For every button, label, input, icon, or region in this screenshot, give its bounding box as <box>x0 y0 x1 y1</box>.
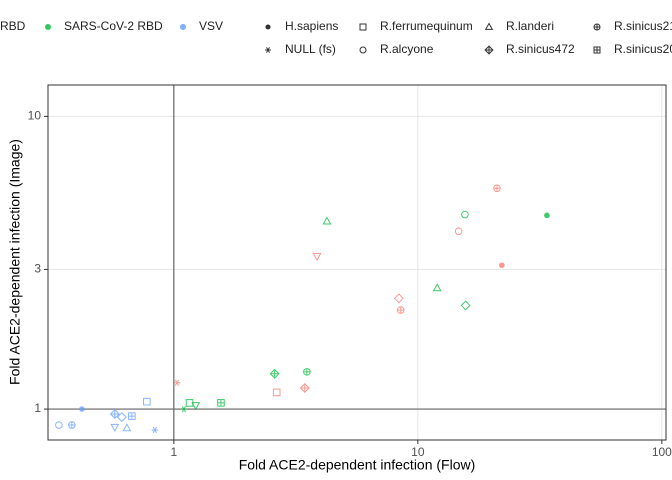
shape-part <box>269 368 280 379</box>
legend-shape <box>359 46 367 54</box>
shape-part <box>359 46 367 54</box>
point <box>312 253 322 261</box>
point <box>143 397 151 406</box>
shape-part <box>191 402 201 411</box>
plot-border <box>47 84 667 441</box>
x-tick-label: 10 <box>411 445 425 459</box>
shape-part <box>152 426 157 434</box>
point <box>122 423 132 432</box>
point <box>180 405 188 413</box>
legend-label: R.sinicus472 <box>506 42 575 56</box>
shape-part <box>460 300 471 311</box>
legend-swatch <box>45 24 51 30</box>
y-tick-label: 3 <box>34 262 41 276</box>
point <box>55 421 63 429</box>
shape-part <box>55 421 63 429</box>
y-tick-label: 1 <box>34 401 41 415</box>
legend-shape <box>265 24 271 30</box>
point <box>110 423 120 432</box>
point <box>499 262 505 269</box>
legend-shape <box>593 23 601 31</box>
point <box>79 406 85 412</box>
point <box>544 212 550 219</box>
point <box>116 412 127 423</box>
legend-label: RBD <box>0 19 26 33</box>
legend-label: SARS-CoV-2 RBD <box>64 19 163 33</box>
point <box>493 184 501 193</box>
legend-shape <box>359 23 367 31</box>
point <box>299 383 310 394</box>
shape-part <box>393 293 404 304</box>
point <box>151 426 159 434</box>
legend-label: NULL (fs) <box>285 42 336 56</box>
point <box>432 283 442 292</box>
shape-part <box>312 253 322 261</box>
x-axis-title: Fold ACE2-dependent infection (Flow) <box>239 457 476 473</box>
point <box>109 408 120 419</box>
x-tick-label: 1 <box>170 445 177 459</box>
point <box>128 412 136 420</box>
point <box>461 210 469 219</box>
shape-part <box>499 262 505 269</box>
legend-shape <box>593 46 601 54</box>
point <box>217 399 225 407</box>
point <box>173 379 181 386</box>
shape-part <box>484 22 494 30</box>
legend-shape <box>484 22 494 30</box>
shape-part <box>185 399 194 407</box>
shape-part <box>299 383 310 394</box>
point <box>185 399 194 407</box>
shape-part <box>174 379 180 386</box>
shape-part <box>143 397 151 406</box>
point <box>454 227 463 236</box>
point <box>303 368 311 376</box>
shape-part <box>122 423 132 432</box>
point <box>393 293 404 304</box>
shape-part <box>79 406 85 412</box>
shape-part <box>272 388 281 397</box>
point <box>68 421 76 429</box>
shape-part <box>322 216 332 225</box>
shape-part <box>109 408 120 419</box>
legend-label: R.landeri <box>506 19 554 33</box>
shape-part <box>454 227 463 236</box>
legend-label: R.ferrumequinum <box>380 19 473 33</box>
shape-part <box>544 212 550 219</box>
shape-part <box>110 423 120 432</box>
shape-part <box>266 47 270 53</box>
shape-part <box>116 412 127 423</box>
y-axis-title: Fold ACE2-dependent infection (Image) <box>7 139 23 385</box>
legend-shape <box>265 47 271 53</box>
shape-part <box>432 283 442 292</box>
shape-part <box>461 210 469 219</box>
y-tick-label: 10 <box>28 109 42 123</box>
point <box>396 306 405 314</box>
shape-part <box>265 24 271 30</box>
point <box>272 388 281 397</box>
legend-label: R.sinicus21 <box>614 19 672 33</box>
legend-label: VSV <box>199 19 223 33</box>
point <box>460 300 471 311</box>
legend-swatch <box>180 24 186 30</box>
legend-label: R.alcyone <box>380 42 434 56</box>
legend-label: H.sapiens <box>285 19 338 33</box>
shape-part <box>484 45 494 55</box>
shape-part <box>181 405 187 413</box>
legend-label: R.sinicus20 <box>614 42 672 56</box>
point <box>322 216 332 225</box>
x-tick-label: 100 <box>652 445 672 459</box>
point <box>191 402 201 411</box>
legend-shape <box>484 45 494 55</box>
shape-part <box>359 23 367 31</box>
point <box>269 368 280 379</box>
